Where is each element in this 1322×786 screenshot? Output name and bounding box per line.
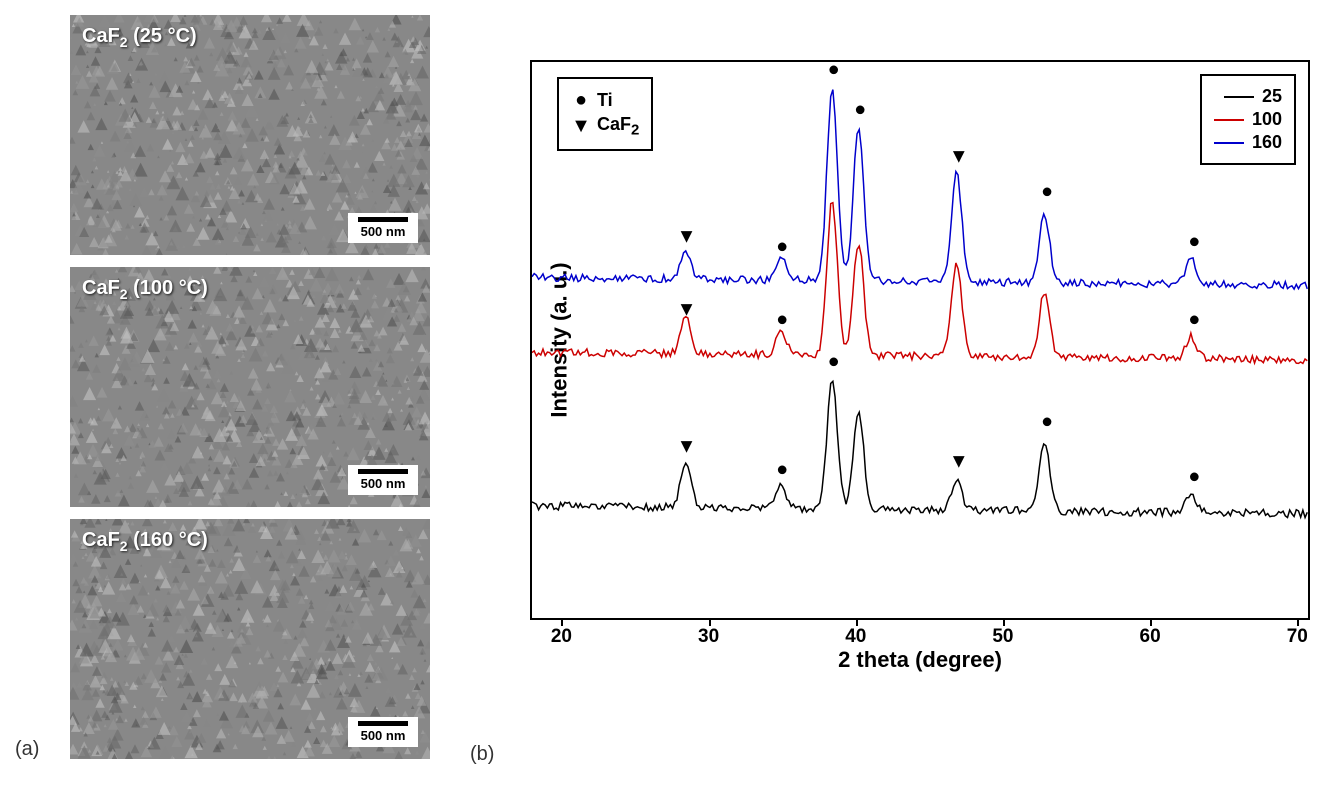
legend-label: CaF2 — [597, 114, 639, 139]
sem-image-2: CaF2 (160 °C) 500 nm — [70, 519, 430, 759]
sem-image-0: CaF2 (25 °C) 500 nm — [70, 15, 430, 255]
legend-line-label: 160 — [1252, 132, 1282, 153]
sem-image-1: CaF2 (100 °C) 500 nm — [70, 267, 430, 507]
legend-line-sample — [1224, 96, 1254, 98]
phase-legend: ● Ti ▼ CaF2 — [557, 77, 653, 151]
x-tick-label: 40 — [845, 626, 866, 648]
x-tick-mark — [1150, 618, 1152, 626]
legend-symbol: ▼ — [571, 115, 591, 138]
ti-peak-marker: ● — [1188, 231, 1200, 254]
x-tick-label: 60 — [1140, 626, 1161, 648]
sem-label: CaF2 (160 °C) — [82, 529, 208, 554]
figure-container: CaF2 (25 °C) 500 nm CaF2 (100 °C) 500 nm… — [0, 0, 1322, 786]
line-legend: 25100160 — [1200, 74, 1296, 165]
x-tick-mark — [561, 618, 563, 626]
scale-bar: 500 nm — [348, 465, 418, 495]
xrd-series — [532, 381, 1307, 517]
x-tick-label: 50 — [992, 626, 1013, 648]
caf2-peak-marker: ▼ — [677, 299, 697, 322]
ti-peak-marker: ● — [776, 236, 788, 259]
scale-bar-text: 500 nm — [361, 224, 406, 239]
ti-peak-marker: ● — [1188, 309, 1200, 332]
ti-peak-marker: ● — [1041, 411, 1053, 434]
ti-peak-marker: ● — [776, 459, 788, 482]
phase-legend-row: ▼ CaF2 — [571, 114, 639, 139]
x-tick-label: 20 — [551, 626, 572, 648]
xrd-series — [532, 203, 1307, 364]
legend-label: Ti — [597, 90, 613, 111]
x-tick-mark — [1003, 618, 1005, 626]
scale-bar: 500 nm — [348, 717, 418, 747]
scale-bar-line — [358, 469, 408, 474]
scale-bar-text: 500 nm — [361, 728, 406, 743]
xrd-chart-area: Intensity (a. u.) 2 theta (degree) ●Ti▼C… — [530, 60, 1310, 620]
panel-label-b: (b) — [470, 743, 494, 766]
caf2-peak-marker: ▼ — [677, 226, 697, 249]
caf2-peak-marker: ▼ — [949, 146, 969, 169]
ti-peak-marker: ● — [776, 309, 788, 332]
scale-bar-line — [358, 721, 408, 726]
panel-label-a: (a) — [15, 738, 39, 761]
x-tick-mark — [856, 618, 858, 626]
scale-bar-line — [358, 217, 408, 222]
x-tick-label: 70 — [1287, 626, 1308, 648]
ti-peak-marker: ● — [828, 351, 840, 374]
sem-label: CaF2 (100 °C) — [82, 277, 208, 302]
scale-bar: 500 nm — [348, 213, 418, 243]
phase-legend-row: ● Ti — [571, 89, 639, 112]
x-tick-mark — [709, 618, 711, 626]
sem-panel: CaF2 (25 °C) 500 nm CaF2 (100 °C) 500 nm… — [0, 0, 450, 786]
x-axis-label: 2 theta (degree) — [838, 647, 1002, 673]
scale-bar-text: 500 nm — [361, 476, 406, 491]
line-legend-row: 160 — [1214, 132, 1282, 153]
line-legend-row: 25 — [1214, 86, 1282, 107]
legend-line-label: 100 — [1252, 109, 1282, 130]
sem-label: CaF2 (25 °C) — [82, 25, 197, 50]
ti-peak-marker: ● — [854, 99, 866, 122]
legend-line-sample — [1214, 119, 1244, 121]
x-tick-label: 30 — [698, 626, 719, 648]
legend-line-sample — [1214, 142, 1244, 144]
caf2-peak-marker: ▼ — [949, 451, 969, 474]
caf2-peak-marker: ▼ — [677, 436, 697, 459]
x-tick-mark — [1297, 618, 1299, 626]
legend-line-label: 25 — [1262, 86, 1282, 107]
legend-symbol: ● — [571, 89, 591, 112]
xrd-panel: Intensity (a. u.) 2 theta (degree) ●Ti▼C… — [450, 0, 1322, 786]
ti-peak-marker: ● — [828, 59, 840, 82]
line-legend-row: 100 — [1214, 109, 1282, 130]
ti-peak-marker: ● — [1041, 181, 1053, 204]
ti-peak-marker: ● — [1188, 466, 1200, 489]
